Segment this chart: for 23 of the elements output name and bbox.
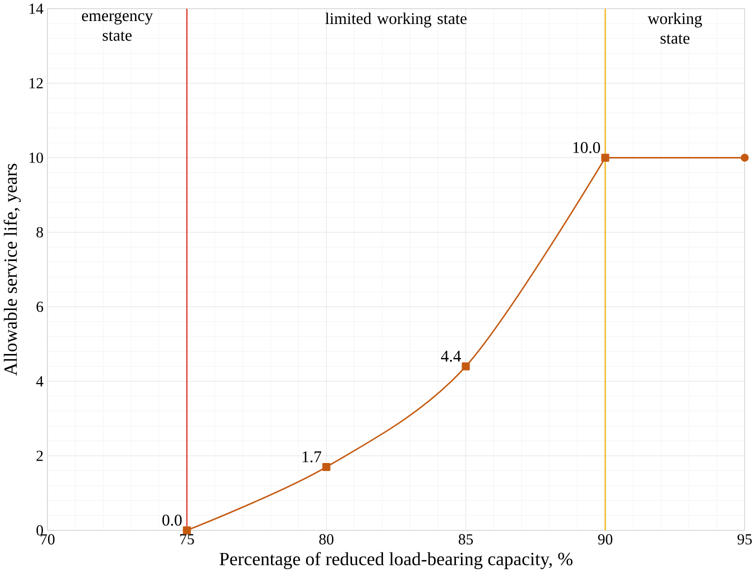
y-tick-label: 10 <box>30 152 43 164</box>
x-tick-label: 75 <box>180 534 194 544</box>
y-tick-label: 6 <box>36 302 44 312</box>
y-tick-label: 8 <box>36 227 43 238</box>
data-label: 1.7 <box>302 451 322 463</box>
x-tick-label: 95 <box>738 534 752 545</box>
y-axis-title: Allowable service life, years <box>4 164 21 376</box>
y-tick-label: 12 <box>30 78 43 88</box>
x-tick-label: 85 <box>458 534 473 545</box>
annotation: emergency state <box>82 12 153 41</box>
x-tick-label: 70 <box>40 534 54 545</box>
y-tick-label: 0 <box>36 525 43 536</box>
y-tick-label: 4 <box>36 376 44 386</box>
data-label: 4.4 <box>441 350 461 362</box>
y-tick-label: 14 <box>30 4 44 14</box>
y-tick-label: 2 <box>36 450 43 461</box>
annotation: limited working state <box>325 12 467 28</box>
x-axis-title: Percentage of reduced load-bearing capacity, % <box>220 552 572 570</box>
data-label: 10.0 <box>573 142 600 154</box>
x-tick-label: 90 <box>598 534 612 545</box>
annotation: working state <box>648 12 702 44</box>
x-tick-label: 80 <box>319 534 334 545</box>
data-label: 0.0 <box>162 514 182 526</box>
